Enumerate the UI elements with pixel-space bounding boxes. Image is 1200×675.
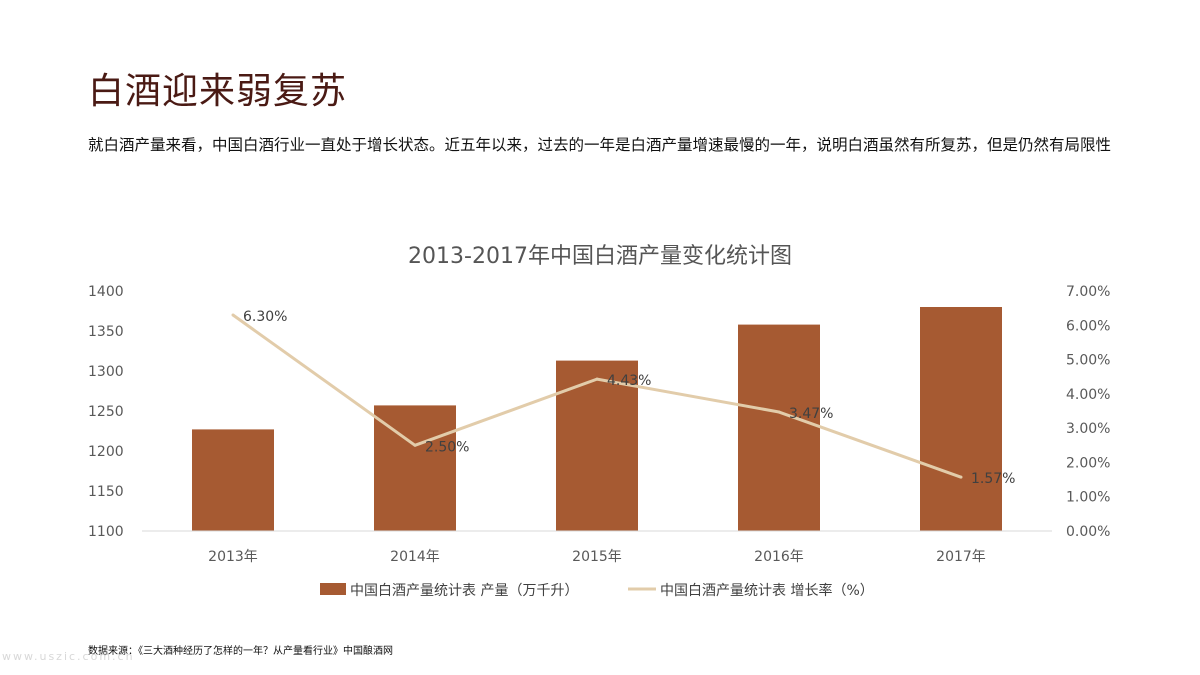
x-tick-label: 2014年	[390, 549, 440, 565]
x-tick-label: 2016年	[754, 549, 804, 565]
legend: 中国白酒产量统计表 产量（万千升） 中国白酒产量统计表 增长率（%）	[320, 582, 874, 599]
y-right-tick-label: 5.00%	[1066, 353, 1110, 369]
y-right-tick-label: 1.00%	[1066, 490, 1110, 506]
y-right-tick-label: 2.00%	[1066, 455, 1110, 471]
chart-title: 2013-2017年中国白酒产量变化统计图	[408, 244, 792, 269]
description-text: 就白酒产量来看，中国白酒行业一直处于增长状态。近五年以来，过去的一年是白酒产量增…	[88, 136, 1112, 154]
y-left-tick-label: 1150	[88, 484, 124, 500]
y-left-tick-label: 1100	[88, 524, 124, 540]
data-label: 1.57%	[971, 471, 1015, 487]
x-tick-label: 2015年	[572, 549, 622, 565]
data-label: 4.43%	[607, 373, 651, 389]
bar	[920, 307, 1002, 531]
y-right-tick-label: 7.00%	[1066, 284, 1110, 300]
axes: 1100 1150 1200 1250 1300 1350 1400 0.00% 1.00% 2.…	[88, 284, 1110, 565]
bar	[192, 429, 274, 531]
source-note: 数据来源：《三大酒种经历了怎样的一年？从产量看行业》中国酿酒网	[88, 646, 393, 657]
y-left-tick-label: 1300	[88, 364, 124, 380]
y-left-tick-label: 1250	[88, 404, 124, 420]
legend-swatch-bar	[320, 583, 346, 595]
bar	[738, 324, 820, 531]
x-tick-label: 2013年	[208, 549, 258, 565]
bar-series	[192, 307, 1002, 531]
line-point	[777, 410, 781, 414]
y-left-tick-label: 1200	[88, 444, 124, 460]
line-point	[959, 475, 963, 479]
page-title: 白酒迎来弱复苏	[88, 71, 348, 112]
line-point	[231, 313, 235, 317]
line-point	[413, 443, 417, 447]
data-label: 2.50%	[425, 439, 469, 455]
legend-label-bar: 中国白酒产量统计表 产量（万千升）	[350, 583, 578, 599]
y-right-tick-label: 3.00%	[1066, 421, 1110, 437]
legend-label-line: 中国白酒产量统计表 增长率（%）	[660, 582, 874, 599]
line-series	[231, 313, 963, 479]
data-label: 6.30%	[243, 309, 287, 325]
y-right-tick-label: 6.00%	[1066, 318, 1110, 334]
data-label: 3.47%	[789, 406, 833, 422]
y-right-tick-label: 0.00%	[1066, 524, 1110, 540]
x-tick-label: 2017年	[936, 549, 986, 565]
y-left-tick-label: 1350	[88, 324, 124, 340]
y-right-tick-label: 4.00%	[1066, 387, 1110, 403]
data-labels: 6.30% 2.50% 4.43% 3.47% 1.57%	[243, 309, 1015, 487]
y-left-tick-label: 1400	[88, 284, 124, 300]
line-point	[595, 377, 599, 381]
watermark: www.uszic.com.cn	[2, 650, 135, 663]
